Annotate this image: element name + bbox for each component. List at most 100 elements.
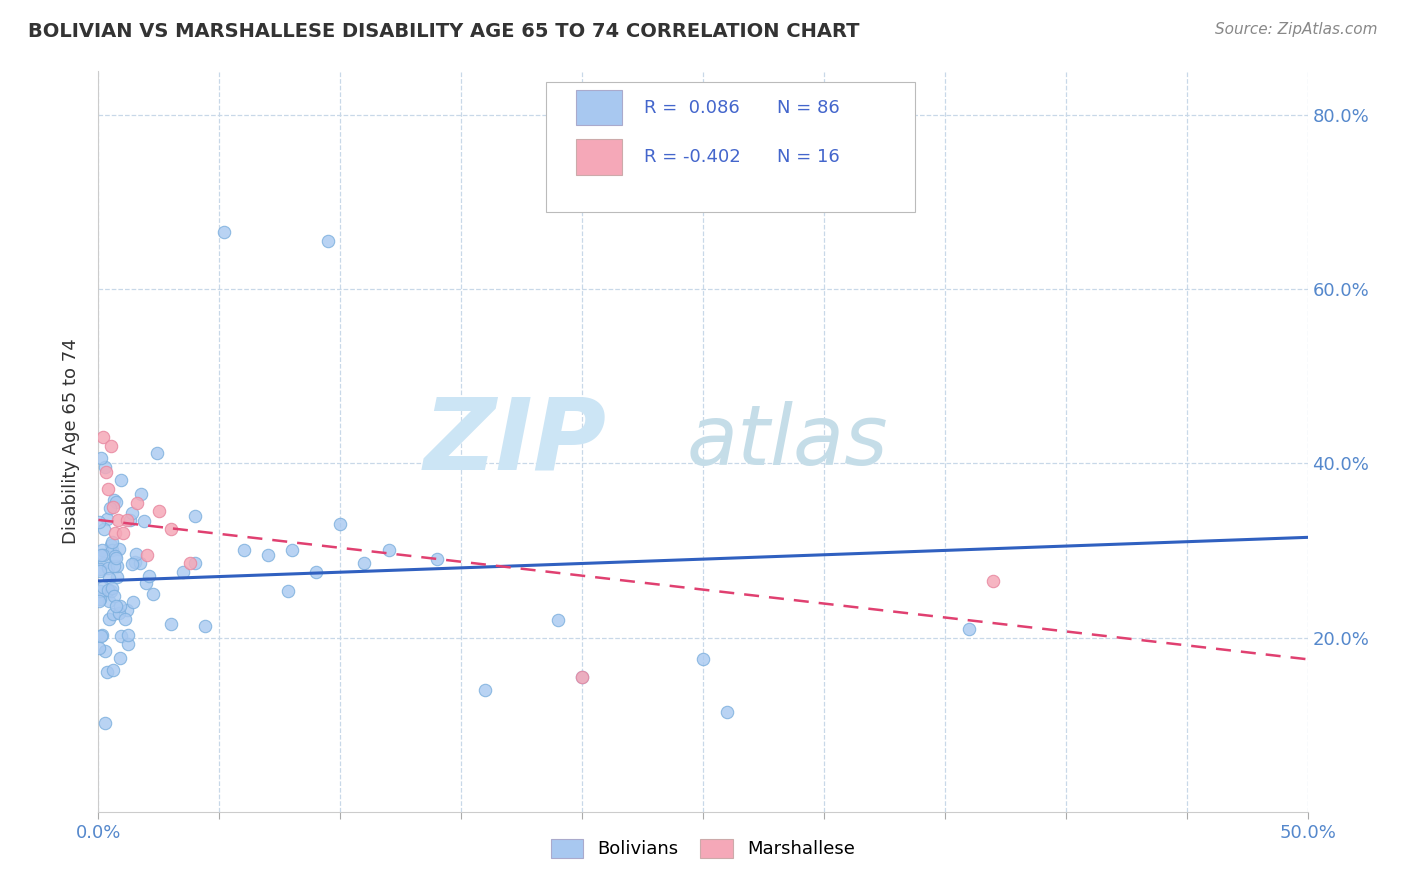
Point	[121, 506, 143, 520]
Text: ZIP: ZIP	[423, 393, 606, 490]
Point	[281, 543, 304, 558]
Point	[93, 460, 115, 475]
Point	[97, 483, 120, 497]
Point	[145, 446, 167, 460]
Point	[103, 493, 125, 508]
Point	[194, 619, 217, 633]
Point	[129, 486, 152, 500]
Point	[716, 705, 738, 719]
Point	[87, 594, 110, 608]
Text: R = -0.402: R = -0.402	[644, 148, 741, 166]
Point	[89, 592, 111, 607]
Point	[100, 538, 122, 552]
Point	[571, 670, 593, 684]
FancyBboxPatch shape	[546, 82, 915, 212]
Point	[107, 606, 129, 620]
Point	[232, 543, 254, 558]
Point	[105, 550, 128, 565]
Point	[93, 522, 115, 536]
Point	[135, 575, 157, 590]
Point	[104, 549, 127, 563]
Point	[184, 557, 207, 571]
Legend: Bolivians, Marshallese: Bolivians, Marshallese	[544, 832, 862, 865]
Point	[105, 569, 128, 583]
Point	[100, 583, 122, 598]
Point	[135, 548, 157, 562]
Point	[89, 564, 111, 578]
Point	[94, 644, 117, 658]
Y-axis label: Disability Age 65 to 74: Disability Age 65 to 74	[62, 339, 80, 544]
Point	[110, 629, 132, 643]
Point	[115, 603, 138, 617]
Text: N = 16: N = 16	[776, 148, 839, 166]
Point	[91, 580, 114, 594]
Point	[93, 556, 115, 570]
Point	[94, 715, 117, 730]
Point	[96, 512, 118, 526]
Point	[179, 557, 201, 571]
Point	[110, 473, 132, 487]
Point	[256, 548, 278, 562]
Point	[138, 569, 160, 583]
FancyBboxPatch shape	[576, 90, 621, 126]
Point	[97, 612, 120, 626]
Point	[97, 561, 120, 575]
Point	[547, 613, 569, 627]
Point	[108, 599, 131, 613]
Point	[101, 500, 124, 514]
Text: N = 86: N = 86	[776, 99, 839, 117]
Point	[316, 234, 339, 248]
Point	[117, 637, 139, 651]
Point	[98, 594, 121, 608]
Text: atlas: atlas	[686, 401, 889, 482]
Point	[90, 628, 112, 642]
Point	[103, 558, 125, 573]
Point	[128, 556, 150, 570]
Point	[474, 682, 496, 697]
Point	[277, 583, 299, 598]
Point	[184, 508, 207, 523]
Point	[96, 665, 118, 679]
Point	[172, 565, 194, 579]
Point	[103, 663, 125, 677]
Point	[101, 607, 124, 621]
Point	[89, 640, 111, 655]
Point	[571, 670, 593, 684]
Point	[90, 543, 112, 558]
Point	[132, 514, 155, 528]
Point	[692, 652, 714, 666]
Point	[101, 542, 124, 557]
Point	[111, 526, 134, 541]
Point	[117, 513, 139, 527]
Point	[981, 574, 1004, 588]
Point	[101, 581, 124, 595]
Point	[122, 595, 145, 609]
Point	[957, 622, 980, 636]
Point	[117, 628, 139, 642]
Point	[100, 535, 122, 549]
Point	[91, 430, 114, 444]
Point	[127, 495, 149, 509]
Point	[103, 589, 125, 603]
Point	[353, 557, 375, 571]
Point	[305, 565, 328, 579]
Text: R =  0.086: R = 0.086	[644, 99, 740, 117]
Point	[90, 629, 112, 643]
Point	[148, 504, 170, 518]
FancyBboxPatch shape	[576, 139, 621, 175]
Point	[104, 526, 127, 541]
Point	[160, 617, 183, 632]
Point	[94, 465, 117, 479]
Point	[90, 548, 112, 562]
Point	[89, 583, 111, 598]
Point	[96, 583, 118, 598]
Point	[89, 515, 111, 529]
Point	[125, 547, 148, 561]
Point	[89, 562, 111, 576]
Point	[426, 552, 449, 566]
Point	[104, 599, 127, 613]
Point	[377, 543, 399, 558]
Point	[329, 517, 352, 532]
Point	[142, 587, 165, 601]
Text: BOLIVIAN VS MARSHALLESE DISABILITY AGE 65 TO 74 CORRELATION CHART: BOLIVIAN VS MARSHALLESE DISABILITY AGE 6…	[28, 22, 859, 41]
